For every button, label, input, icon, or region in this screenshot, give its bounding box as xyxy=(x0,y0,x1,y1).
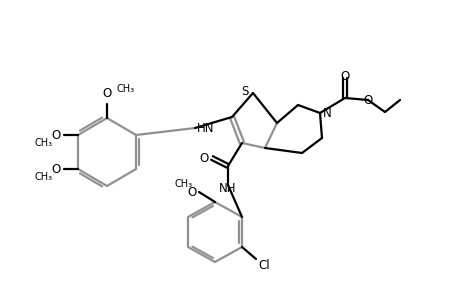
Text: O: O xyxy=(187,185,196,199)
Text: HN: HN xyxy=(196,122,214,134)
Text: CH₃: CH₃ xyxy=(174,179,193,189)
Text: N: N xyxy=(322,106,331,119)
Text: O: O xyxy=(340,70,349,83)
Text: NH: NH xyxy=(219,182,236,194)
Text: O: O xyxy=(51,163,61,176)
Text: Cl: Cl xyxy=(257,259,269,272)
Text: O: O xyxy=(199,152,208,164)
Text: O: O xyxy=(363,94,372,106)
Text: CH₃: CH₃ xyxy=(117,84,135,94)
Text: CH₃: CH₃ xyxy=(35,172,53,182)
Text: O: O xyxy=(102,87,112,100)
Text: CH₃: CH₃ xyxy=(35,138,53,148)
Text: O: O xyxy=(51,128,61,142)
Text: S: S xyxy=(241,85,248,98)
